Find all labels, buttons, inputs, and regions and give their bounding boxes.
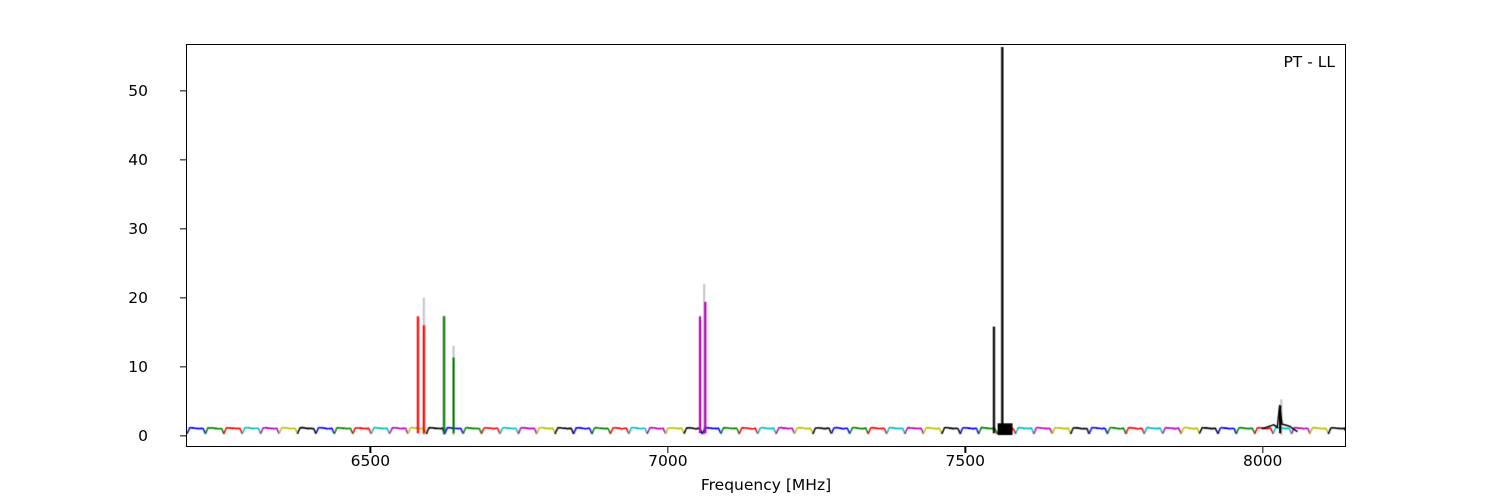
y-axis-tickmark-0 [180, 435, 186, 437]
x-axis-tickmark-8000 [1262, 447, 1264, 453]
plot-axes-frame: PT - LL [186, 44, 1346, 447]
x-axis-tick-7500: 7500 [945, 452, 986, 470]
x-axis-tick-8000: 8000 [1242, 452, 1283, 470]
x-axis-tickmark-6500 [369, 447, 372, 453]
y-axis-tick-30: 30 [128, 219, 148, 238]
y-axis-tickmark-10 [180, 366, 186, 368]
y-axis-tick-50: 50 [128, 81, 148, 100]
y-axis-tick-10: 10 [128, 357, 148, 376]
spectrum-plot-canvas [187, 45, 1345, 446]
x-axis-tick-7000: 7000 [648, 452, 688, 470]
y-axis-tickmark-40 [180, 159, 186, 161]
y-axis-tickmark-20 [180, 297, 186, 299]
y-axis-tickmark-50 [180, 90, 186, 92]
y-axis-tick-0: 0 [138, 426, 148, 445]
y-axis-tickmark-30 [180, 228, 186, 230]
x-axis-tick-6500: 6500 [350, 452, 391, 470]
x-axis-label: Frequency [MHz] [700, 476, 832, 494]
x-axis-tickmark-7500 [964, 447, 966, 453]
y-axis-tick-20: 20 [128, 288, 148, 307]
plot-annotation-label: PT - LL [1283, 53, 1335, 71]
y-axis-tick-40: 40 [128, 150, 148, 169]
x-axis-tickmark-7000 [667, 447, 669, 453]
